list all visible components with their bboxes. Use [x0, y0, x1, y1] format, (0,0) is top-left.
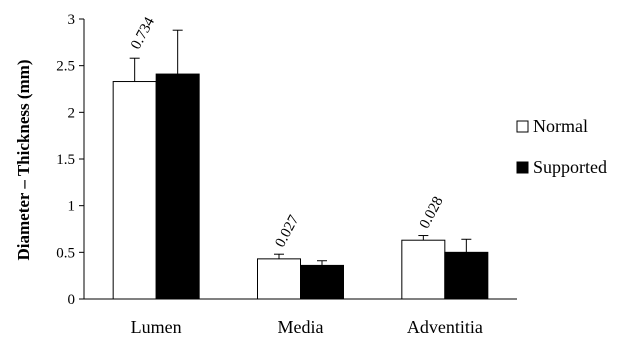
legend: Normal Supported: [516, 116, 607, 177]
y-tick-label: 0: [68, 292, 76, 308]
bar-normal-lumen: [112, 81, 157, 300]
y-tick-label: 1: [68, 199, 76, 215]
y-axis-label: Diameter – Thickness (mm): [14, 60, 33, 261]
bar-normal-media: [257, 258, 301, 300]
bar-supported-media: [300, 264, 344, 300]
x-tick-label: Lumen: [131, 317, 182, 337]
y-tick-label: 1.5: [56, 152, 75, 168]
bar-normal-adventitia: [401, 239, 446, 300]
y-tick-label: 2.5: [56, 59, 75, 75]
y-tick-label: 2: [68, 105, 76, 121]
bar-supported-adventitia: [444, 251, 489, 300]
x-tick-label: Adventitia: [407, 317, 483, 337]
bar-supported-lumen: [155, 73, 200, 300]
legend-swatch-supported: [516, 161, 529, 174]
legend-label-supported: Supported: [533, 157, 607, 177]
y-tick-label: 0.5: [56, 245, 75, 261]
x-tick-label: Media: [278, 317, 324, 337]
p-value-annotation: 0.028: [417, 194, 447, 231]
plot-area: 0 0.5 1 1.5 2 2.5 3 Lumen 0.734 Media 0.027 Adventi…: [56, 12, 517, 337]
legend-swatch-normal: [516, 120, 529, 133]
p-value-annotation: 0.027: [272, 212, 302, 250]
p-value-annotation: 0.734: [128, 14, 158, 52]
y-tick-label: 3: [68, 12, 76, 28]
legend-label-normal: Normal: [533, 116, 588, 136]
